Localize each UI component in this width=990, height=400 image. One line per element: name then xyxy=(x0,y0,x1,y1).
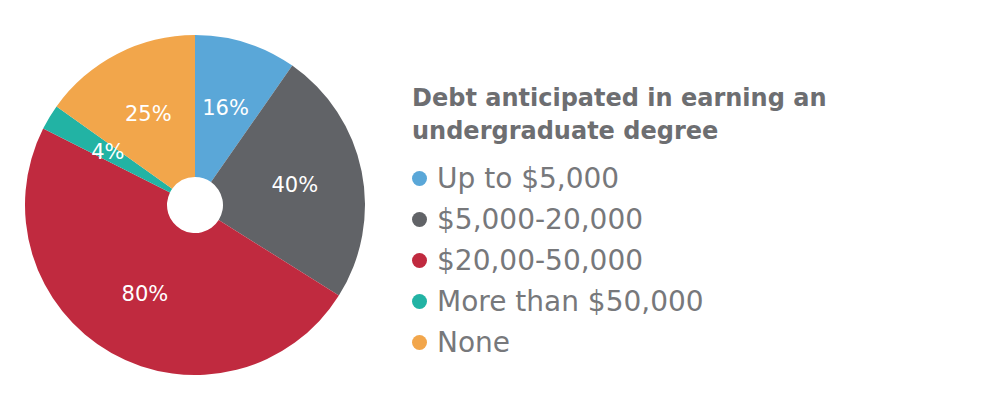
svg-text:40%: 40% xyxy=(271,173,318,197)
html-text:$20,00-50,000: $20,00-50,000 xyxy=(437,244,644,277)
html-text:More than $50,000: More than $50,000 xyxy=(437,285,704,318)
svg-text:4%: 4% xyxy=(91,140,124,164)
svg-text:80%: 80% xyxy=(122,282,169,306)
svg-text:25%: 25% xyxy=(125,102,172,126)
html-text:None: None xyxy=(437,326,511,359)
html-text:Up to $5,000: Up to $5,000 xyxy=(437,162,620,195)
svg-text:16%: 16% xyxy=(202,96,249,120)
html-text:$5,000-20,000: $5,000-20,000 xyxy=(437,203,644,236)
html-text:Debt anticipated in earning an: Debt anticipated in earning an undergrad… xyxy=(412,84,827,145)
